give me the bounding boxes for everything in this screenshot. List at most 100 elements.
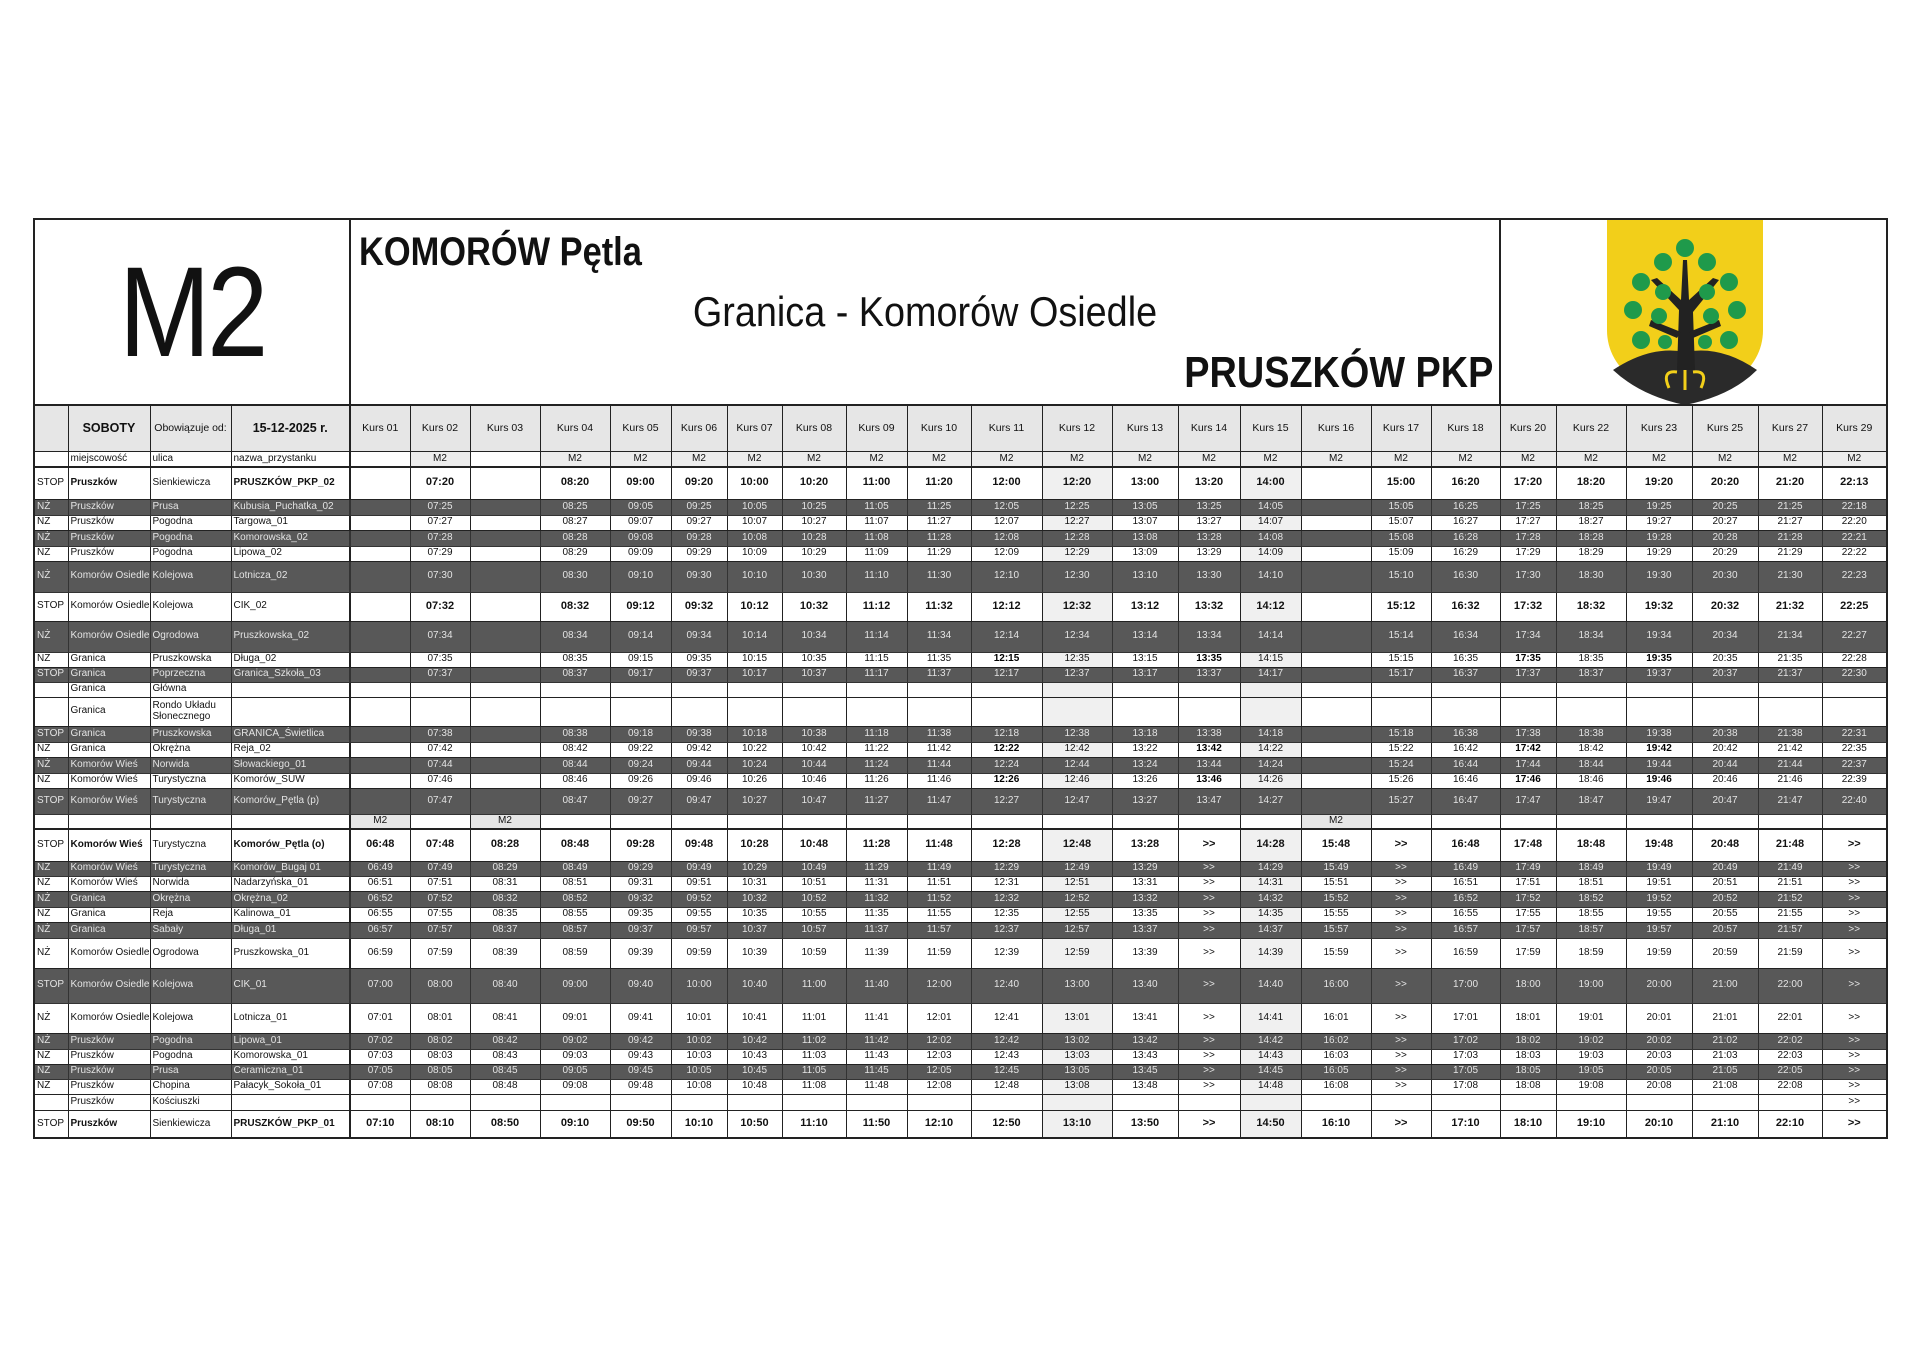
departure-time: 18:47 xyxy=(1555,787,1627,815)
departure-time: 11:44 xyxy=(906,756,972,774)
stop-type: NŻ xyxy=(33,1002,69,1034)
departure-time: 13:08 xyxy=(1111,529,1179,547)
route-number-box: M2 xyxy=(35,220,351,405)
stop-street: Turystyczna xyxy=(149,860,232,877)
departure-time xyxy=(1430,696,1501,727)
departure-time: 14:00 xyxy=(1239,466,1302,500)
departure-time xyxy=(845,1093,908,1111)
departure-time: 18:59 xyxy=(1555,937,1627,969)
departure-time xyxy=(1370,1093,1432,1111)
departure-time xyxy=(906,1093,972,1111)
stop-town: Komorów Wieś xyxy=(67,772,151,789)
departure-time xyxy=(1300,529,1372,547)
departure-time xyxy=(469,560,541,593)
departure-time: >> xyxy=(1821,1093,1888,1111)
departure-time xyxy=(726,696,783,727)
departure-time: 21:37 xyxy=(1757,666,1823,683)
stop-street: Prusa xyxy=(149,1063,232,1080)
stop-town: Pruszków xyxy=(67,1032,151,1050)
stop-street: Sienkiewicza xyxy=(149,1109,232,1139)
departure-time: 20:08 xyxy=(1625,1078,1693,1095)
departure-time: >> xyxy=(1370,1109,1432,1139)
trip-line-label xyxy=(781,813,847,830)
departure-time xyxy=(1300,725,1372,743)
departure-time: 16:55 xyxy=(1430,906,1501,923)
departure-time: 19:42 xyxy=(1625,741,1693,758)
departure-time: 13:48 xyxy=(1111,1078,1179,1095)
departure-time: 21:49 xyxy=(1757,860,1823,877)
departure-time xyxy=(469,725,541,743)
stop-street: Prusa xyxy=(149,498,232,516)
departure-time: >> xyxy=(1177,1002,1241,1034)
departure-time: 13:32 xyxy=(1111,890,1179,908)
departure-time: 10:10 xyxy=(670,1109,728,1139)
stop-street: Norwida xyxy=(149,875,232,892)
departure-time xyxy=(1300,545,1372,562)
departure-time: 11:00 xyxy=(845,466,908,500)
departure-time: 19:32 xyxy=(1625,591,1693,622)
trip-header: Kurs 17 xyxy=(1370,404,1432,452)
stop-name: Lotnicza_02 xyxy=(230,560,351,593)
departure-time: 12:50 xyxy=(970,1109,1043,1139)
stop-name: Lipowa_01 xyxy=(230,1032,351,1050)
departure-time: 22:23 xyxy=(1821,560,1888,593)
departure-time xyxy=(1499,696,1557,727)
departure-time xyxy=(1239,1093,1302,1111)
departure-time: 09:41 xyxy=(609,1002,672,1034)
stop-street: Okrężna xyxy=(149,890,232,908)
departure-time: 11:01 xyxy=(781,1002,847,1034)
trip-line-label: M2 xyxy=(670,450,728,468)
trip-header: Kurs 02 xyxy=(409,404,471,452)
departure-time: 19:52 xyxy=(1625,890,1693,908)
departure-time: 10:35 xyxy=(726,906,783,923)
departure-time: 18:08 xyxy=(1499,1078,1557,1095)
stop-type: NŻ xyxy=(33,741,69,758)
departure-time xyxy=(1300,681,1372,698)
departure-time: 20:10 xyxy=(1625,1109,1693,1139)
departure-time: 18:48 xyxy=(1555,828,1627,862)
stop-town: Pruszków xyxy=(67,1048,151,1065)
departure-time: 12:17 xyxy=(970,666,1043,683)
departure-time: 08:43 xyxy=(469,1048,541,1065)
departure-time: 14:27 xyxy=(1239,787,1302,815)
departure-time: 11:05 xyxy=(845,498,908,516)
departure-time: 10:26 xyxy=(726,772,783,789)
departure-time: 10:20 xyxy=(781,466,847,500)
departure-time: 20:59 xyxy=(1691,937,1759,969)
departure-time: 12:57 xyxy=(1041,921,1113,939)
trip-line-label xyxy=(1555,813,1627,830)
departure-time: 08:57 xyxy=(539,921,611,939)
departure-time: 11:41 xyxy=(845,1002,908,1034)
departure-time: 20:47 xyxy=(1691,787,1759,815)
stop-row: STOP Komorów Osiedle Kolejowa CIK_01 07:00 08… xyxy=(33,967,1888,1004)
departure-time: 19:35 xyxy=(1625,651,1693,668)
stop-street: Rondo Układu Słonecznego xyxy=(149,696,232,727)
departure-time xyxy=(906,681,972,698)
departure-time: 19:37 xyxy=(1625,666,1693,683)
stop-town: Komorów Osiedle xyxy=(67,591,151,622)
departure-time: 17:20 xyxy=(1499,466,1557,500)
departure-time: 19:59 xyxy=(1625,937,1693,969)
departure-time: 21:57 xyxy=(1757,921,1823,939)
departure-time: 11:08 xyxy=(845,529,908,547)
stop-name: Reja_02 xyxy=(230,741,351,758)
departure-time: 19:30 xyxy=(1625,560,1693,593)
departure-time: 16:46 xyxy=(1430,772,1501,789)
departure-time xyxy=(1239,696,1302,727)
departure-time xyxy=(409,696,471,727)
stop-name: Kalinowa_01 xyxy=(230,906,351,923)
departure-time: 07:34 xyxy=(409,620,471,653)
departure-time: 13:17 xyxy=(1111,666,1179,683)
departure-time: 15:10 xyxy=(1370,560,1432,593)
departure-time: 13:42 xyxy=(1177,741,1241,758)
stop-name: Okrężna_02 xyxy=(230,890,351,908)
trip-line-label xyxy=(539,813,611,830)
departure-time: >> xyxy=(1177,921,1241,939)
departure-time: 12:45 xyxy=(970,1063,1043,1080)
departure-time xyxy=(469,772,541,789)
departure-time: 19:01 xyxy=(1555,1002,1627,1034)
departure-time xyxy=(1041,696,1113,727)
departure-time: 18:25 xyxy=(1555,498,1627,516)
stop-type: NŻ xyxy=(33,875,69,892)
departure-time: 12:34 xyxy=(1041,620,1113,653)
